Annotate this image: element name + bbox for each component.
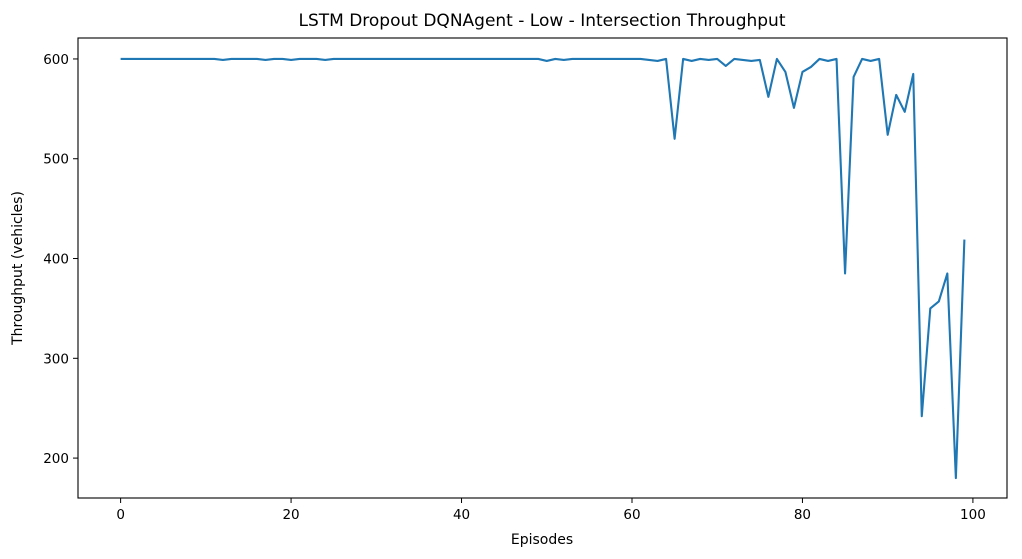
x-tick-label-100: 100 <box>960 507 986 523</box>
y-tick-label-200: 200 <box>43 451 69 467</box>
x-tick-label-20: 20 <box>282 507 299 523</box>
series-line-0 <box>120 57 966 480</box>
plot-frame <box>77 37 1008 499</box>
y-axis-label: Throughput (vehicles) <box>10 191 26 346</box>
x-tick-label-0: 0 <box>116 507 125 523</box>
x-tick-label-40: 40 <box>453 507 470 523</box>
chart-title: LSTM Dropout DQNAgent - Low - Intersecti… <box>298 11 785 31</box>
y-tick-label-500: 500 <box>43 152 69 168</box>
y-tick-label-600: 600 <box>43 52 69 68</box>
y-tick-label-300: 300 <box>43 351 69 367</box>
plot-area: 0 20 40 60 80 100 200 300 400 500 600 <box>43 37 1008 523</box>
x-tick-label-80: 80 <box>794 507 811 523</box>
x-axis-label: Episodes <box>511 532 573 548</box>
y-tick-label-400: 400 <box>43 252 69 268</box>
x-tick-label-60: 60 <box>623 507 640 523</box>
